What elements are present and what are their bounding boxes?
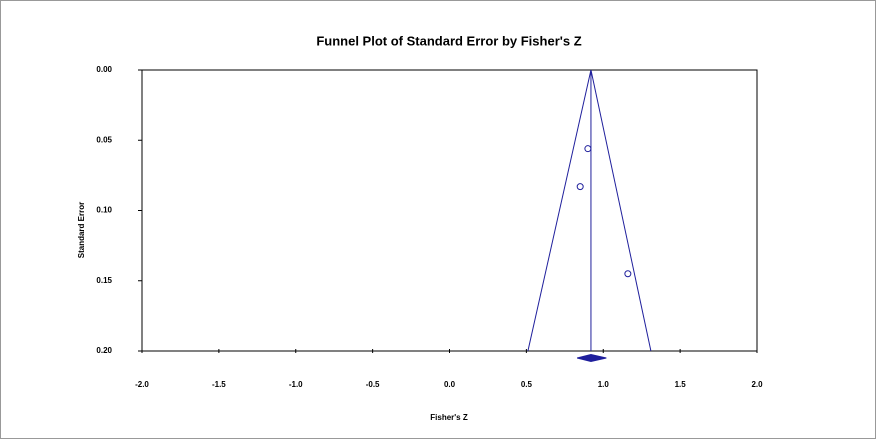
x-tick-label: 0.0 xyxy=(444,380,456,389)
y-tick-label: 0.15 xyxy=(96,276,112,285)
study-point xyxy=(576,183,584,191)
y-tick-label: 0.00 xyxy=(96,65,112,74)
x-tick-label: 1.5 xyxy=(675,380,687,389)
y-tick-label: 0.05 xyxy=(96,135,112,144)
x-tick-label: 0.5 xyxy=(521,380,533,389)
x-tick-label: -0.5 xyxy=(366,380,380,389)
x-axis-label: Fisher's Z xyxy=(430,413,468,422)
funnel-left xyxy=(527,69,592,352)
x-tick-label: -2.0 xyxy=(135,380,149,389)
x-tick-label: -1.5 xyxy=(212,380,226,389)
x-tick-label: -1.0 xyxy=(289,380,303,389)
study-point xyxy=(584,145,592,153)
x-tick-label: 1.0 xyxy=(598,380,610,389)
funnel-right xyxy=(590,69,652,352)
y-tick-label: 0.20 xyxy=(96,346,112,355)
x-tick-label: 2.0 xyxy=(751,380,763,389)
summary-diamond xyxy=(576,353,607,363)
y-tick-label: 0.10 xyxy=(96,206,112,215)
chart-title: Funnel Plot of Standard Error by Fisher'… xyxy=(316,33,581,48)
y-axis-label: Standard Error xyxy=(77,202,86,258)
study-point xyxy=(624,270,632,278)
